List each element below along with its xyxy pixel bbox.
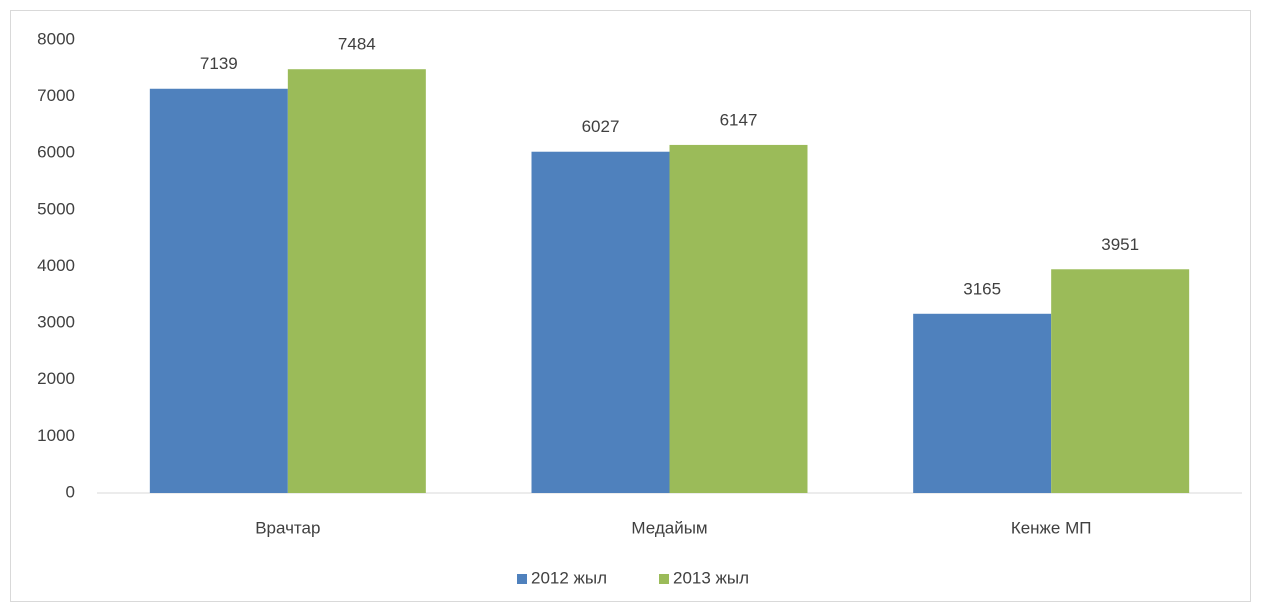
x-tick-label: Кенже МП [1011, 518, 1092, 537]
legend-label: 2012 жыл [531, 568, 607, 587]
y-tick-label: 3000 [37, 313, 75, 332]
y-tick-label: 8000 [37, 29, 75, 48]
bar [913, 313, 1052, 493]
data-label: 6147 [720, 110, 758, 129]
legend-label: 2013 жыл [673, 568, 749, 587]
data-label: 7484 [338, 35, 376, 54]
bar [669, 144, 808, 493]
data-label: 6027 [582, 117, 620, 136]
bar [531, 151, 670, 493]
y-tick-label: 2000 [37, 369, 75, 388]
y-tick-label: 1000 [37, 426, 75, 445]
bar [149, 88, 288, 494]
y-tick-label: 6000 [37, 143, 75, 162]
data-label: 3165 [963, 279, 1001, 298]
x-tick-label: Врачтар [255, 518, 320, 537]
bar [287, 69, 426, 493]
legend-swatch [659, 574, 669, 584]
data-label: 3951 [1101, 235, 1139, 254]
y-tick-label: 0 [66, 482, 75, 501]
x-tick-label: Медайым [631, 518, 707, 537]
data-label: 7139 [200, 54, 238, 73]
y-tick-label: 4000 [37, 256, 75, 275]
y-tick-label: 5000 [37, 199, 75, 218]
bar [1051, 269, 1190, 493]
y-tick-label: 7000 [37, 86, 75, 105]
legend-swatch [517, 574, 527, 584]
